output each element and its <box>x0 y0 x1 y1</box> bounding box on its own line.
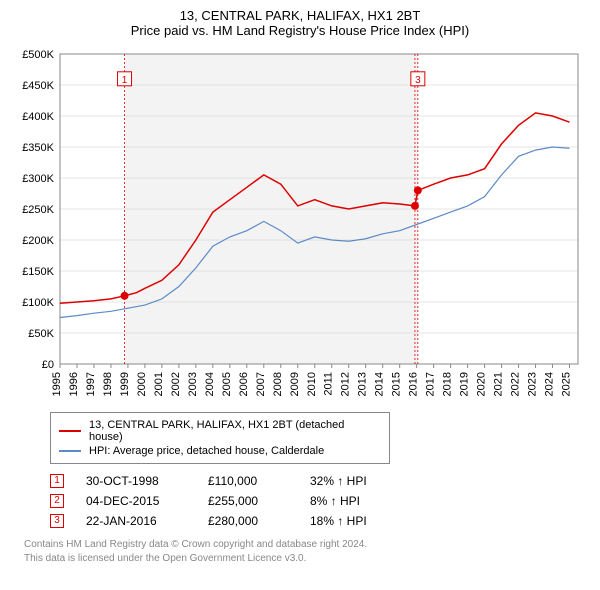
legend-box: 13, CENTRAL PARK, HALIFAX, HX1 2BT (deta… <box>50 412 390 464</box>
xtick-label: 2010 <box>306 372 318 396</box>
footer-attribution: Contains HM Land Registry data © Crown c… <box>24 538 588 566</box>
xtick-label: 2000 <box>136 372 148 396</box>
xtick-label: 2006 <box>238 372 250 396</box>
dot-marker <box>411 202 419 210</box>
xtick-label: 2022 <box>510 372 522 396</box>
xtick-label: 2015 <box>391 372 403 396</box>
xtick-label: 2013 <box>357 372 369 396</box>
event-delta: 32% ↑ HPI <box>310 474 400 488</box>
chart-marker-label: 3 <box>415 75 421 86</box>
xtick-label: 2004 <box>204 372 216 396</box>
xtick-label: 2023 <box>527 372 539 396</box>
xtick-label: 2016 <box>408 372 420 396</box>
xtick-label: 2012 <box>340 372 352 396</box>
xtick-label: 2003 <box>187 372 199 396</box>
ytick-label: £450K <box>22 80 54 92</box>
legend-row: 13, CENTRAL PARK, HALIFAX, HX1 2BT (deta… <box>59 419 381 443</box>
event-delta: 8% ↑ HPI <box>310 494 400 508</box>
event-date: 04-DEC-2015 <box>86 494 186 508</box>
ytick-label: £150K <box>22 266 54 278</box>
xtick-label: 2021 <box>493 372 505 396</box>
xtick-label: 2020 <box>476 372 488 396</box>
line-chart-svg: £0 £50K £100K £150K £200K £250K £300K £350K £400… <box>12 44 588 404</box>
xtick-label: 2001 <box>153 372 165 396</box>
xtick-label: 1995 <box>51 372 63 396</box>
ytick-label: £500K <box>22 49 54 61</box>
ytick-label: £0 <box>42 359 54 371</box>
xtick-label: 1996 <box>68 372 80 396</box>
ytick-label: £50K <box>28 328 54 340</box>
xtick-label: 2011 <box>323 372 335 396</box>
xtick-label: 2009 <box>289 372 301 396</box>
xtick-label: 2018 <box>442 372 454 396</box>
event-row: 1 30-OCT-1998 £110,000 32% ↑ HPI <box>50 474 588 488</box>
xtick-label: 1999 <box>119 372 131 396</box>
ytick-label: £100K <box>22 297 54 309</box>
chart-area: £0 £50K £100K £150K £200K £250K £300K £350K £400… <box>12 44 588 404</box>
xtick-label: 2019 <box>459 372 471 396</box>
event-row: 2 04-DEC-2015 £255,000 8% ↑ HPI <box>50 494 588 508</box>
chart-title: 13, CENTRAL PARK, HALIFAX, HX1 2BT <box>12 8 588 23</box>
footer-line-2: This data is licensed under the Open Gov… <box>24 552 588 566</box>
dot-marker <box>121 292 129 300</box>
event-date: 22-JAN-2016 <box>86 514 186 528</box>
event-price: £110,000 <box>208 474 288 488</box>
xtick-label: 2017 <box>425 372 437 396</box>
xtick-label: 1997 <box>85 372 97 396</box>
xtick-label: 2014 <box>374 372 386 396</box>
event-price: £255,000 <box>208 494 288 508</box>
xtick-label: 2007 <box>255 372 267 396</box>
legend-label: HPI: Average price, detached house, Cald… <box>89 445 324 457</box>
dot-marker <box>414 186 422 194</box>
xtick-label: 2002 <box>170 372 182 396</box>
event-price: £280,000 <box>208 514 288 528</box>
event-delta: 18% ↑ HPI <box>310 514 400 528</box>
xtick-label: 2024 <box>544 372 556 396</box>
legend-swatch <box>59 450 81 452</box>
ytick-label: £400K <box>22 111 54 123</box>
chart-marker-label: 1 <box>122 75 128 86</box>
xtick-label: 2005 <box>221 372 233 396</box>
chart-container: 13, CENTRAL PARK, HALIFAX, HX1 2BT Price… <box>0 0 600 574</box>
ytick-label: £350K <box>22 142 54 154</box>
legend-label: 13, CENTRAL PARK, HALIFAX, HX1 2BT (deta… <box>89 419 381 443</box>
legend-row: HPI: Average price, detached house, Cald… <box>59 445 381 457</box>
footer-line-1: Contains HM Land Registry data © Crown c… <box>24 538 588 552</box>
xtick-label: 2008 <box>272 372 284 396</box>
event-date: 30-OCT-1998 <box>86 474 186 488</box>
xtick-label: 2025 <box>561 372 573 396</box>
event-marker: 3 <box>50 514 64 528</box>
chart-subtitle: Price paid vs. HM Land Registry's House … <box>12 23 588 38</box>
event-marker: 1 <box>50 474 64 488</box>
ytick-label: £250K <box>22 204 54 216</box>
event-row: 3 22-JAN-2016 £280,000 18% ↑ HPI <box>50 514 588 528</box>
events-table: 1 30-OCT-1998 £110,000 32% ↑ HPI 2 04-DEC-201… <box>50 474 588 528</box>
ytick-label: £200K <box>22 235 54 247</box>
xtick-label: 1998 <box>102 372 114 396</box>
legend-swatch <box>59 430 81 432</box>
event-marker: 2 <box>50 494 64 508</box>
ytick-label: £300K <box>22 173 54 185</box>
